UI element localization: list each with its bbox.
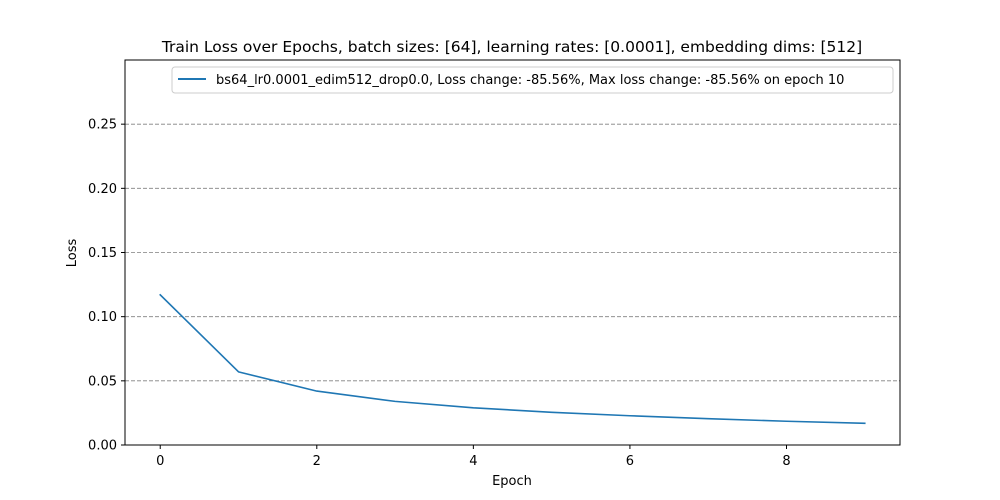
x-tick-label: 8 [782,454,790,469]
series-line [159,293,866,425]
x-tick-label: 6 [626,454,634,469]
y-tick-label: 0.15 [88,246,117,261]
legend-box [171,66,894,94]
y-tick-label: 0.10 [88,310,117,325]
x-axis-ticks: 0 2 4 6 8 [156,445,791,469]
y-tick-label: 0.00 [88,439,117,454]
legend: bs64_lr0.0001_edim512_drop0.0, Loss chan… [171,66,894,94]
y-tick-label: 0.20 [88,182,117,197]
x-tick-label: 4 [469,454,477,469]
y-axis-label: Loss [65,239,80,268]
y-tick-label: 0.25 [88,118,117,133]
x-axis-label: Epoch [492,474,532,489]
legend-entry-label: bs64_lr0.0001_edim512_drop0.0, Loss chan… [216,73,844,88]
x-tick-label: 0 [156,454,164,469]
y-tick-label: 0.05 [88,374,117,389]
chart-title: Train Loss over Epochs, batch sizes: [64… [161,38,862,56]
series-layer [159,293,866,425]
x-tick-label: 2 [313,454,321,469]
y-axis-ticks: 0.00 0.05 0.10 0.15 0.20 0.25 [88,118,125,454]
grid-lines [125,123,900,382]
